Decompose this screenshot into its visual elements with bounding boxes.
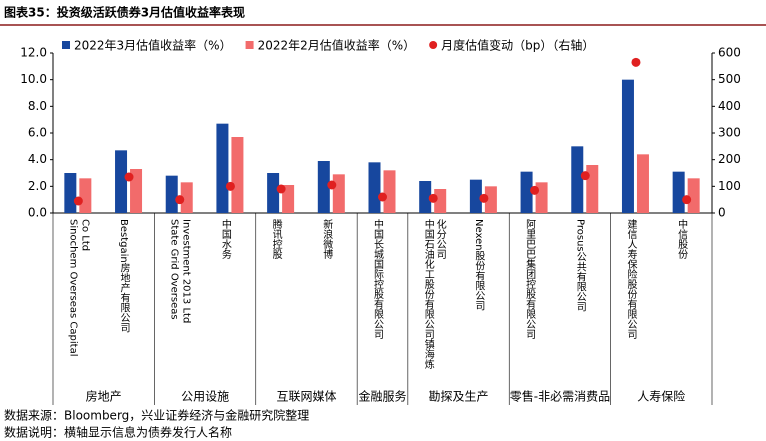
chart-title: 图表35：投资级活跃债券3月估值收益率表现 [4,5,245,20]
group-label: 人寿保险 [637,389,685,404]
y2-tick-label: 200 [718,152,741,166]
bar [267,173,280,213]
legend-label: 月度估值变动（bp）（右轴） [441,38,594,53]
y-tick-label: 12.0 [20,46,47,60]
bar [332,174,345,213]
bar [434,189,447,213]
bar [216,123,229,213]
x-tick-label: 中国水务 [219,219,231,259]
bar [180,182,193,213]
legend-marker [245,41,254,49]
y2-tick-label: 500 [718,72,741,86]
x-tick-label: Bestgain房地产有限公司 [118,219,130,333]
dot [276,184,286,194]
x-tick-label: Nexen股份有限公司 [472,219,484,311]
dot [580,171,590,181]
group-label: 互联网媒体 [276,390,336,404]
x-tick-label: 建信人寿保险股份有限公司 [624,219,636,339]
y-tick-label: 4.0 [28,152,47,166]
dot [378,192,387,202]
footer: 数据说明：横轴显示信息为债券发行人名称 [4,425,232,440]
bar [115,150,128,213]
dot [530,185,540,195]
y2-tick-label: 400 [718,99,741,113]
bar [419,181,432,213]
bar [165,175,178,213]
dot [225,181,235,191]
group-label: 零售-非必需消费品 [510,389,610,404]
legend-label: 2022年3月估值收益率（%） [74,38,232,53]
y2-tick-label: 300 [718,126,741,140]
x-tick-label: 新浪微博 [320,219,332,259]
bar [520,171,533,213]
bar [368,162,381,213]
x-tick-label: Sinochem Overseas Capital Co Ltd [67,219,91,357]
bar [687,178,700,213]
x-tick-label: Prosus公共有限公司 [574,219,586,312]
group-label: 勘探及生产 [429,390,489,404]
y-tick-label: 2.0 [28,179,47,193]
bar [383,170,396,213]
y-tick-label: 0.0 [28,206,47,220]
legend-label: 2022年2月估值收益率（%） [258,38,416,53]
legend-marker [429,41,438,49]
bar [571,146,584,213]
dot [631,57,641,67]
bar [231,137,244,213]
x-tick-label: State Grid Overseas Investment 2013 Ltd [168,219,192,324]
bar [317,161,330,213]
y-tick-label: 10.0 [20,72,47,86]
x-tick-label: 中国石油化工股份有限公司镇海炼化分公司 [422,219,446,369]
bar [282,185,295,213]
x-tick-label: 中信股份 [675,219,687,259]
group-label: 金融服务 [358,389,406,404]
dot [682,195,692,205]
x-tick-label: 阿里巴巴集团控股有限公司 [523,219,535,339]
y2-tick-label: 600 [718,46,741,60]
bar [469,179,482,213]
footer: 数据来源：Bloomberg，兴业证券经济与金融研究院整理 [4,408,309,423]
x-tick-label: 中国长城国际控股有限公司 [371,219,383,339]
y2-tick-label: 0 [718,206,726,220]
bar [484,186,497,213]
bar [636,154,649,213]
bar [79,178,92,213]
bar [64,173,77,213]
group-label: 房地产 [86,389,122,404]
y-tick-label: 8.0 [28,99,47,113]
dot [73,196,83,206]
dot [327,180,337,190]
bar [672,171,685,213]
dot [124,172,134,182]
group-label: 公用设施 [181,390,229,404]
y-tick-label: 6.0 [28,126,47,140]
bar [621,79,634,214]
dot [428,193,438,203]
dot [175,195,185,205]
dot [479,193,489,203]
x-tick-label: 腾讯控股 [270,219,282,259]
legend-marker [62,41,70,49]
y2-tick-label: 100 [718,179,741,193]
bar [130,169,143,213]
